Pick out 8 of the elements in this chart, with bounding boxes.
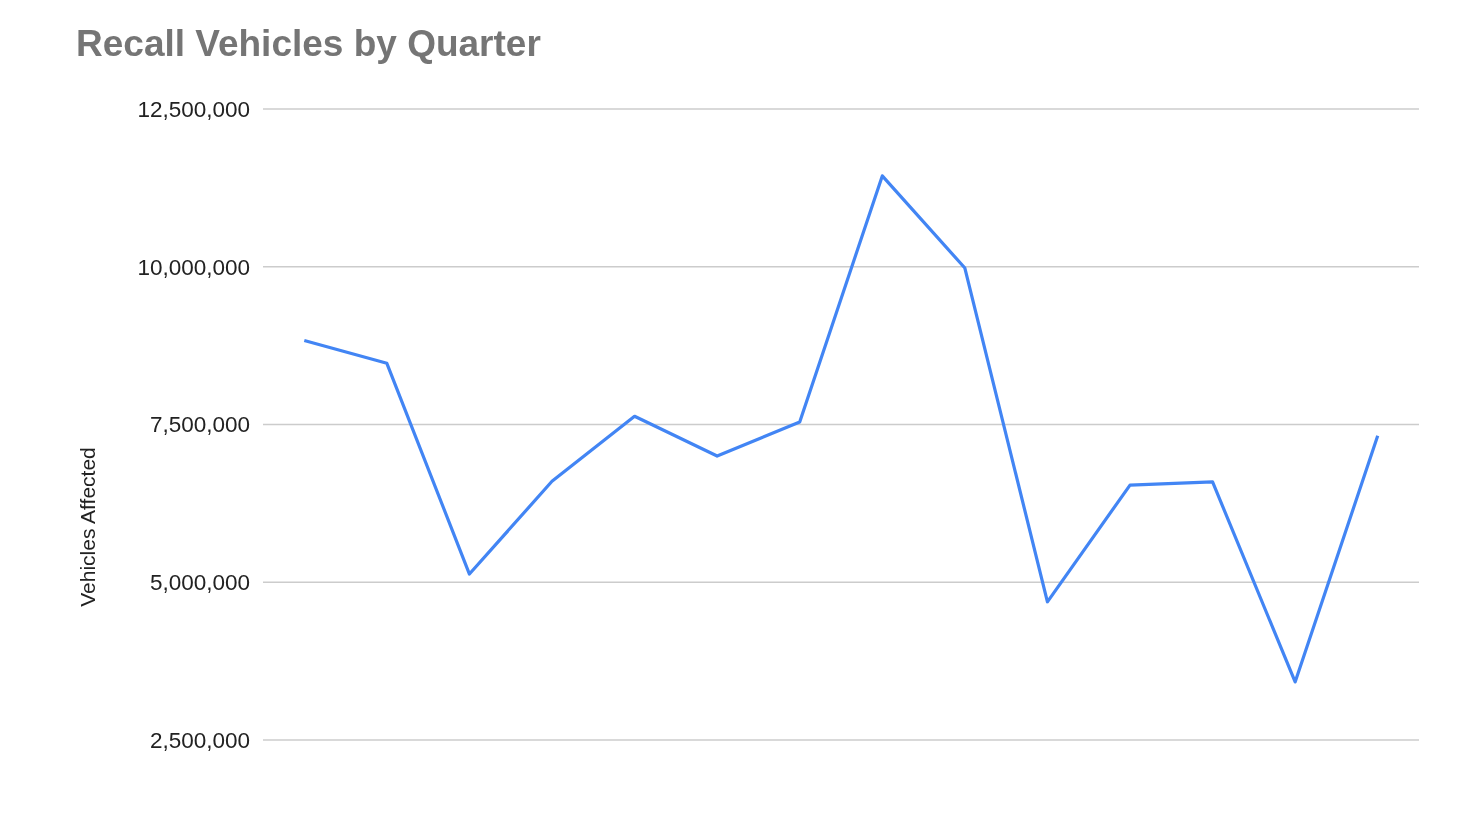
line-series: [302, 174, 1380, 684]
y-axis-title: Vehicles Affected: [76, 447, 99, 607]
y-tick-label: 12,500,000: [137, 96, 250, 122]
y-tick-label: 7,500,000: [149, 412, 250, 438]
y-tick-label: 10,000,000: [137, 254, 250, 280]
y-tick-label: 5,000,000: [149, 570, 250, 596]
chart-title: Recall Vehicles by Quarter: [76, 23, 541, 64]
y-tick-label: 2,500,000: [149, 727, 250, 753]
